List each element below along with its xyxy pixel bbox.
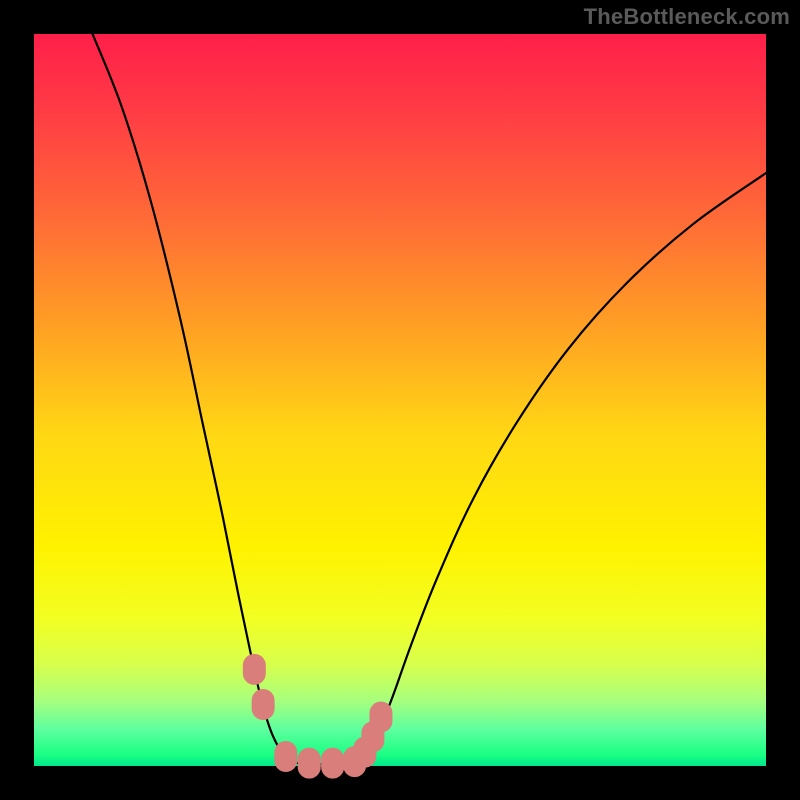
data-marker (370, 702, 392, 732)
data-marker (322, 748, 344, 778)
data-marker (243, 654, 265, 684)
watermark-text: TheBottleneck.com (584, 4, 790, 30)
gradient-background (34, 34, 766, 766)
chart-frame: TheBottleneck.com (0, 0, 800, 800)
data-marker (252, 690, 274, 720)
data-marker (298, 748, 320, 778)
bottleneck-chart (0, 0, 800, 800)
data-marker (275, 741, 297, 771)
